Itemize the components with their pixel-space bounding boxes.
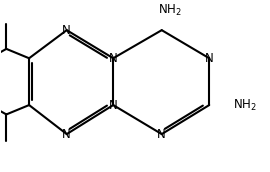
Text: N: N <box>157 128 166 141</box>
Text: N: N <box>109 99 118 112</box>
Text: N: N <box>205 52 214 65</box>
Text: N: N <box>62 128 71 141</box>
Text: N: N <box>62 24 71 37</box>
Text: N: N <box>109 52 118 65</box>
Text: NH$_2$: NH$_2$ <box>233 98 257 113</box>
Text: NH$_2$: NH$_2$ <box>158 3 181 18</box>
